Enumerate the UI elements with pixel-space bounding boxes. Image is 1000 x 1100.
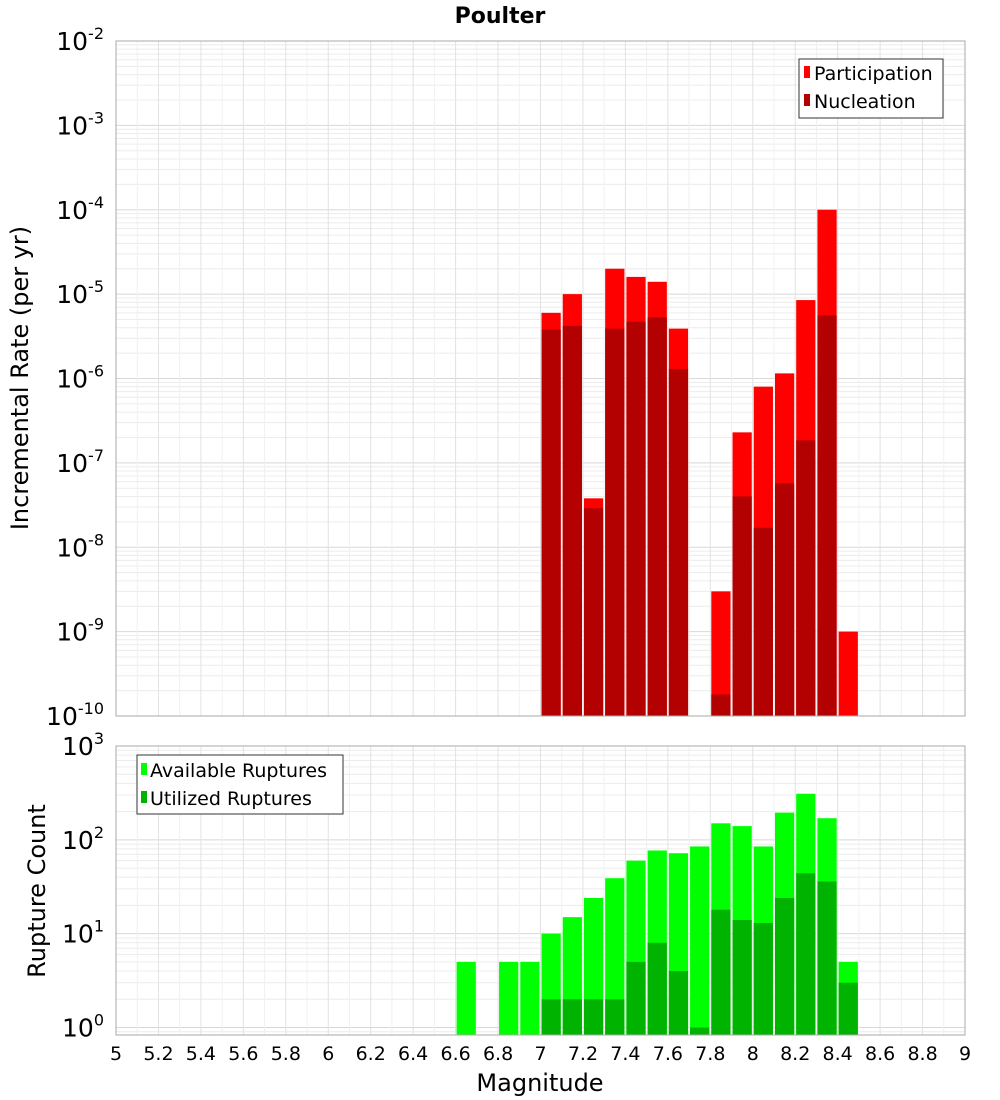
top-y-tick-label: 10-7	[56, 446, 104, 478]
bottom-bar-utilized-ruptures	[711, 909, 731, 1035]
x-tick-label: 8.8	[907, 1043, 937, 1065]
bottom-plot-frame	[115, 745, 966, 1036]
bottom-bar-utilized-ruptures	[605, 999, 625, 1035]
x-tick-label: 7.2	[568, 1043, 598, 1065]
top-y-tick-label: 10-4	[56, 193, 104, 225]
top-bar-participation	[838, 631, 858, 716]
top-legend: Participation Nucleation	[798, 58, 944, 119]
x-tick-label: 6.4	[398, 1043, 428, 1065]
legend-swatch-nucleation	[804, 94, 810, 106]
bottom-y-axis-ticks: 103 102 101 100	[62, 729, 104, 1042]
bottom-y-tick-label: 102	[62, 823, 104, 855]
bottom-bar-utilized-ruptures	[647, 942, 667, 1035]
bottom-y-tick-label: 101	[62, 917, 104, 949]
top-bar-nucleation	[583, 508, 604, 716]
x-tick-label: 5.2	[143, 1043, 173, 1065]
bottom-y-axis-label: Rupture Count	[23, 804, 51, 978]
x-tick-label: 6.8	[483, 1043, 513, 1065]
top-bar-participation	[711, 591, 731, 716]
top-bar-nucleation	[647, 317, 667, 716]
legend-label-participation: Participation	[814, 63, 933, 85]
bottom-bar-utilized-ruptures	[690, 1027, 710, 1035]
bottom-legend: Available Ruptures Utilized Ruptures	[136, 754, 344, 815]
x-tick-label: 7.8	[695, 1043, 725, 1065]
top-bar-nucleation	[605, 328, 625, 716]
bottom-plot-bars	[456, 793, 858, 1035]
top-y-axis-label: Incremental Rate (per yr)	[6, 226, 34, 530]
top-bar-nucleation	[796, 440, 816, 716]
top-bar-nucleation	[753, 527, 773, 716]
legend-label-utilized: Utilized Ruptures	[150, 788, 312, 810]
x-tick-label: 9	[959, 1043, 971, 1065]
x-axis-label: Magnitude	[476, 1069, 603, 1097]
bottom-y-tick-label: 103	[62, 729, 104, 761]
x-tick-label: 5	[110, 1043, 122, 1065]
x-axis-ticks: 5 5.2 5.4 5.6 5.8 6 6.2 6.4 6.6 6.8 7 7.2 7.4 7.6 7.8 8…	[110, 1043, 971, 1065]
top-plot-bars	[541, 209, 858, 716]
top-plot-frame	[115, 40, 966, 717]
x-tick-label: 8.2	[780, 1043, 810, 1065]
bottom-bar-available-ruptures	[690, 846, 710, 1035]
top-y-tick-label: 10-8	[56, 530, 104, 562]
bottom-bar-available-ruptures	[520, 961, 540, 1035]
legend-swatch-participation	[804, 66, 810, 78]
top-y-tick-label: 10-10	[46, 699, 104, 731]
top-legend-box	[798, 58, 944, 119]
top-y-tick-label: 10-5	[56, 277, 104, 309]
bottom-legend-box	[136, 754, 344, 815]
x-tick-label: 8	[747, 1043, 759, 1065]
chart-title: Poulter	[455, 4, 546, 29]
x-tick-label: 8.6	[865, 1043, 895, 1065]
legend-swatch-available	[141, 763, 147, 775]
x-tick-label: 6.2	[356, 1043, 386, 1065]
top-y-axis-ticks: 10-2 10-3 10-4 10-5 10-6 10-7 10-8 10-9 10-10	[46, 24, 104, 731]
bottom-bar-available-ruptures	[499, 961, 519, 1035]
bottom-y-tick-label: 100	[62, 1010, 104, 1042]
top-bar-nucleation	[732, 496, 752, 716]
top-plot-grid	[115, 41, 966, 717]
bottom-bar-available-ruptures	[456, 961, 476, 1035]
bottom-bar-utilized-ruptures	[838, 982, 858, 1035]
bottom-bar-utilized-ruptures	[562, 999, 582, 1035]
x-tick-label: 7.6	[653, 1043, 683, 1065]
bottom-bar-utilized-ruptures	[668, 971, 689, 1035]
bottom-bar-utilized-ruptures	[796, 873, 816, 1035]
top-y-tick-label: 10-2	[56, 24, 104, 56]
legend-label-nucleation: Nucleation	[814, 91, 916, 113]
bottom-bar-utilized-ruptures	[774, 897, 795, 1035]
x-tick-label: 7.4	[610, 1043, 640, 1065]
top-y-tick-label: 10-3	[56, 108, 104, 140]
top-bar-nucleation	[711, 694, 731, 716]
x-tick-label: 5.8	[271, 1043, 301, 1065]
bottom-bar-utilized-ruptures	[541, 999, 561, 1035]
bottom-bar-utilized-ruptures	[583, 999, 604, 1035]
x-tick-label: 5.6	[228, 1043, 258, 1065]
top-bar-nucleation	[668, 368, 689, 716]
x-tick-label: 7	[534, 1043, 546, 1065]
legend-label-available: Available Ruptures	[150, 760, 327, 782]
x-tick-label: 6	[322, 1043, 334, 1065]
top-bar-nucleation	[626, 321, 646, 716]
legend-swatch-utilized	[141, 791, 147, 803]
x-tick-label: 8.4	[823, 1043, 853, 1065]
top-bar-nucleation	[774, 483, 795, 716]
top-y-tick-label: 10-6	[56, 362, 104, 394]
bottom-bar-available-ruptures	[605, 878, 625, 1035]
bottom-bar-utilized-ruptures	[817, 881, 837, 1035]
bottom-bar-utilized-ruptures	[753, 922, 773, 1035]
top-bar-nucleation	[817, 315, 837, 716]
bottom-bar-utilized-ruptures	[626, 961, 646, 1035]
x-tick-label: 5.4	[186, 1043, 216, 1065]
top-bar-nucleation	[562, 325, 582, 716]
top-y-tick-label: 10-9	[56, 615, 104, 647]
bottom-bar-utilized-ruptures	[732, 919, 752, 1035]
top-bar-nucleation	[541, 329, 561, 716]
x-tick-label: 6.6	[440, 1043, 470, 1065]
